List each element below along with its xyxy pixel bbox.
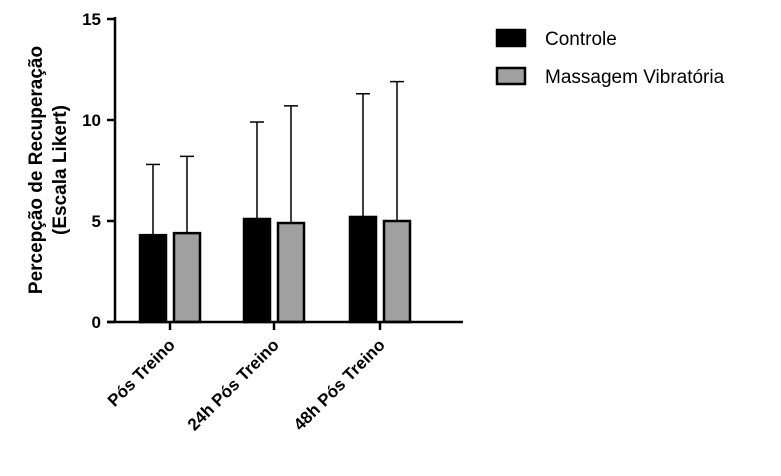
y-axis-title-line-1: Percepção de Recuperação [26, 46, 47, 294]
plot-area: 0 5 10 15 Pós Treino 24h Pós Treino 48h Pós Tr… [82, 10, 463, 434]
x-category-label: 24h Pós Treino [184, 335, 283, 434]
bar-massagem-0 [172, 231, 202, 324]
bar-massagem-1 [276, 221, 306, 324]
y-tick-label: 10 [82, 111, 101, 130]
legend-swatch-massagem [495, 66, 527, 86]
legend-label-controle: Controle [545, 29, 617, 50]
x-category-label: 48h Pós Treino [290, 335, 389, 434]
bar-controle-0 [138, 233, 168, 324]
x-category-label: Pós Treino [104, 335, 179, 410]
y-axis-title-line-2: (Escala Likert) [50, 105, 71, 235]
bar-controle-1 [242, 217, 272, 324]
bar-massagem-2 [382, 219, 412, 324]
y-tick-label: 15 [82, 10, 101, 29]
y-tick-label: 5 [92, 212, 101, 231]
y-tick-label: 0 [92, 313, 101, 332]
bar-controle-2 [348, 215, 378, 324]
legend-swatch-controle [495, 28, 527, 48]
legend-label-massagem: Massagem Vibratória [545, 67, 725, 88]
legend: Controle Massagem Vibratória [495, 28, 725, 88]
